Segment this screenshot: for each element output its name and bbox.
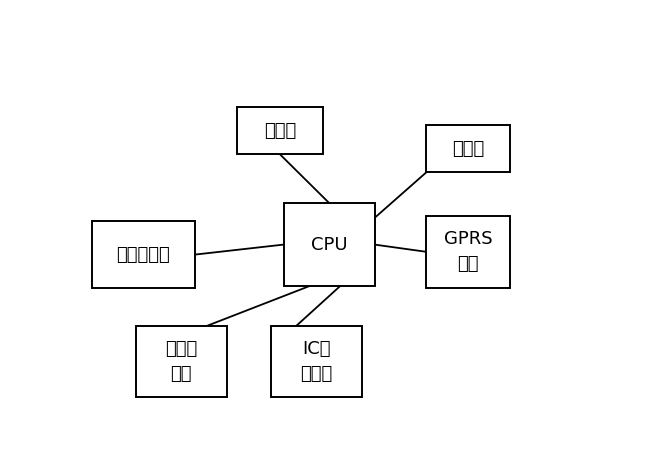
Bar	[135, 326, 226, 397]
Bar	[271, 326, 362, 397]
Text: 电磁阀: 电磁阀	[263, 122, 296, 140]
Bar	[427, 125, 510, 172]
Bar	[283, 203, 375, 286]
Bar	[237, 107, 322, 154]
Text: IC卡
读卡器: IC卡 读卡器	[300, 340, 332, 383]
Text: 储存器: 储存器	[452, 140, 484, 157]
Text: CPU: CPU	[311, 235, 348, 254]
Bar	[427, 216, 510, 288]
Text: 超声波水表: 超声波水表	[117, 245, 170, 264]
Text: GPRS
模块: GPRS 模块	[444, 230, 492, 274]
Text: 显示屏
模块: 显示屏 模块	[165, 340, 197, 383]
Bar	[92, 221, 196, 288]
